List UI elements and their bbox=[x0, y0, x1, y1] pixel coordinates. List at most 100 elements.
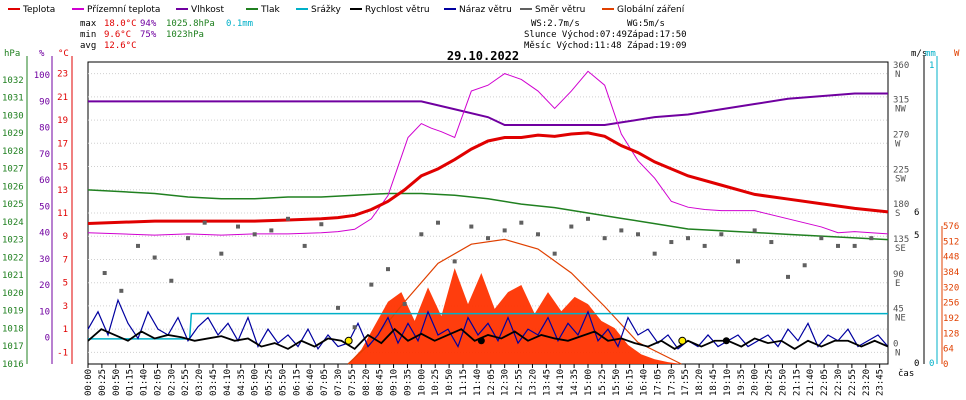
x-tick-label: 17:30 bbox=[667, 369, 677, 396]
x-tick-label: 07:05 bbox=[320, 369, 330, 396]
x-tick-label: 03:20 bbox=[195, 369, 205, 396]
direction-name: W bbox=[895, 140, 901, 150]
wind-dir-point bbox=[469, 224, 474, 229]
direction-name: E bbox=[895, 279, 900, 289]
wind-dir-point bbox=[152, 255, 157, 260]
x-tick-label: 02:05 bbox=[153, 369, 163, 396]
humidity-tick: 60 bbox=[39, 176, 50, 186]
wind-tick: 6 bbox=[914, 208, 919, 218]
wind-dir-point bbox=[569, 224, 574, 229]
moonset-marker bbox=[722, 337, 730, 345]
ground-temp-line bbox=[87, 70, 889, 236]
wind-dir-point bbox=[219, 251, 224, 256]
legend-label: Přízemní teplota bbox=[87, 5, 160, 15]
solar-unit: W bbox=[954, 49, 960, 59]
legend-label: Směr větru bbox=[535, 5, 585, 15]
solar-tick: 64 bbox=[943, 345, 954, 355]
pressure-tick: 1029 bbox=[2, 129, 24, 139]
wind-dir-point bbox=[102, 271, 107, 276]
direction-tick: 315 bbox=[893, 96, 909, 106]
wind-dir-point bbox=[786, 274, 790, 279]
direction-name: SW bbox=[895, 174, 906, 184]
direction-name: N bbox=[895, 70, 900, 80]
wind-dir-point bbox=[752, 228, 757, 233]
series-lines bbox=[87, 70, 889, 351]
wind-dir-point bbox=[119, 288, 124, 293]
wind-dir-point bbox=[369, 282, 374, 287]
wind-dir-point bbox=[602, 236, 607, 241]
wind-dir-point bbox=[519, 220, 524, 225]
legend-label: Srážky bbox=[311, 5, 342, 15]
temp-tick: 11 bbox=[57, 209, 68, 219]
x-tick-label: 16:40 bbox=[640, 369, 650, 396]
pressure-tick: 1020 bbox=[2, 289, 24, 299]
wind-dir-point bbox=[819, 236, 824, 241]
wind-dir-point bbox=[252, 232, 257, 237]
wind-dir-point bbox=[636, 232, 640, 237]
x-tick-label: 21:15 bbox=[792, 369, 802, 396]
x-tick-label: 15:25 bbox=[598, 369, 608, 396]
wind-dir-point bbox=[436, 220, 440, 225]
wind-gust-info: WG:5m/s bbox=[627, 19, 665, 29]
temperature-line bbox=[87, 131, 889, 225]
direction-name: NE bbox=[895, 314, 906, 324]
right-axes: 0N45NE90E135SE180S225SW270W315NW360Nm/s0… bbox=[893, 49, 960, 370]
pressure-tick: 1031 bbox=[2, 94, 24, 104]
humidity-tick: 70 bbox=[39, 150, 50, 160]
direction-tick: 45 bbox=[893, 305, 904, 315]
stats-block: max 18.0°C 94% 1025.8hPa 0.1mm min 9.6°C… bbox=[80, 19, 253, 51]
solar-tick: 256 bbox=[943, 299, 959, 309]
wind-dir-point bbox=[702, 243, 707, 248]
direction-tick: 90 bbox=[893, 270, 904, 280]
pressure-tick: 1021 bbox=[2, 271, 24, 281]
x-tick-label: 17:05 bbox=[653, 369, 663, 396]
legend-label: Rychlost větru bbox=[365, 5, 430, 15]
wind-dir-point bbox=[186, 236, 190, 241]
stats-avg-label: avg bbox=[80, 41, 96, 51]
pressure-tick: 1025 bbox=[2, 200, 24, 210]
solar-tick: 128 bbox=[943, 329, 959, 339]
direction-tick: 360 bbox=[893, 61, 909, 71]
humidity-line bbox=[88, 92, 888, 127]
legend-label: Náraz větru bbox=[459, 5, 512, 15]
moonset-info: Západ:19:09 bbox=[627, 41, 687, 51]
wind-tick: 5 bbox=[914, 231, 919, 241]
humidity-tick: 40 bbox=[39, 229, 50, 239]
humidity-tick: 50 bbox=[39, 202, 50, 212]
x-tick-label: 08:20 bbox=[362, 369, 372, 396]
solar-tick: 0 bbox=[943, 360, 948, 370]
temp-unit: °C bbox=[58, 49, 69, 59]
x-tick-label: 22:55 bbox=[848, 369, 858, 396]
x-tick-label: 07:55 bbox=[348, 369, 358, 396]
stats-max-label: max bbox=[80, 19, 97, 29]
wind-dir-point bbox=[202, 220, 207, 225]
pressure-tick: 1030 bbox=[2, 111, 24, 121]
x-tick-label: 08:45 bbox=[376, 369, 386, 396]
x-tick-label: 20:25 bbox=[765, 369, 775, 396]
x-tick-label: 00:25 bbox=[98, 369, 108, 396]
temp-tick: -1 bbox=[57, 348, 68, 358]
solar-tick: 576 bbox=[943, 222, 959, 232]
x-tick-label: 21:40 bbox=[806, 369, 816, 396]
pressure-tick: 1016 bbox=[2, 360, 24, 370]
wind-dir-point bbox=[619, 228, 624, 233]
rain-tick: 0 bbox=[929, 359, 934, 369]
humidity-tick: 100 bbox=[34, 71, 50, 81]
direction-name: N bbox=[895, 349, 900, 359]
wind-dir-point bbox=[286, 216, 290, 221]
direction-name: SE bbox=[895, 244, 906, 254]
x-tick-label: 02:55 bbox=[181, 369, 191, 396]
x-tick-label: 00:00 bbox=[84, 369, 94, 396]
x-tick-label: 19:35 bbox=[737, 369, 747, 396]
x-tick-label: 14:10 bbox=[556, 369, 566, 396]
x-axis: 00:00 00:25 00:50 01:15 01:40 02:05 02:30 02:55… bbox=[84, 364, 886, 396]
wind-dir-point bbox=[586, 216, 590, 221]
x-tick-label: 05:50 bbox=[278, 369, 288, 396]
direction-tick: 180 bbox=[893, 200, 909, 210]
wind-dir-point bbox=[652, 251, 657, 256]
wind-speed-line bbox=[87, 327, 889, 351]
wind-gust-line bbox=[87, 298, 889, 351]
x-tick-label: 12:55 bbox=[515, 369, 525, 396]
wind-dir-point bbox=[419, 232, 424, 237]
legend-label: Teplota bbox=[22, 5, 55, 15]
